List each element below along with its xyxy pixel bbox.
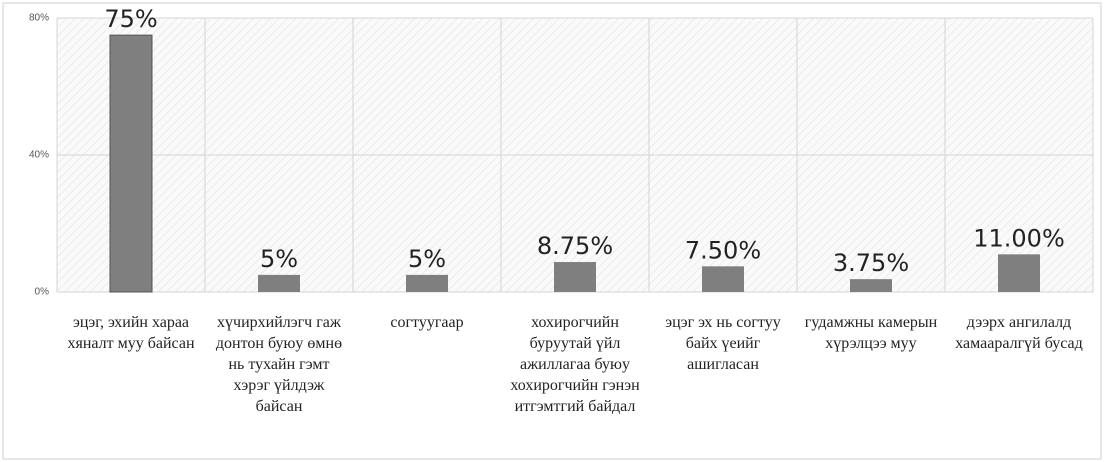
bar xyxy=(850,279,892,292)
value-label: 75% xyxy=(104,5,157,33)
value-label: 5% xyxy=(260,245,298,273)
bar xyxy=(406,274,448,292)
value-label: 7.50% xyxy=(685,236,761,264)
x-tick-label: дээрх ангилалд хамааралгүй бусад xyxy=(955,314,1083,352)
x-tick-label: хохирогчийн буруутай үйл ажиллагаа буюу … xyxy=(510,314,640,415)
value-label: 5% xyxy=(408,245,446,273)
y-tick-label: 40% xyxy=(29,150,49,161)
x-tick-label: эцэг, эхийн хараа хяналт муу байсан xyxy=(67,314,195,352)
value-label: 8.75% xyxy=(537,232,613,260)
bar xyxy=(702,266,744,292)
bar xyxy=(258,274,300,292)
bar xyxy=(998,254,1040,292)
y-tick-label: 0% xyxy=(35,287,50,298)
x-tick-label: эцэг эх нь согтуу байх үеийг ашигласан xyxy=(665,314,781,373)
bar xyxy=(554,262,596,292)
x-tick-label: хүчирхийлэгч гаж донтон буюу өмнө нь тух… xyxy=(215,314,343,415)
x-tick-label: гудамжны камерын хүрэлцээ муу xyxy=(804,314,938,352)
y-tick-label: 80% xyxy=(29,13,49,24)
x-tick-label: согтуугаар xyxy=(390,314,464,331)
value-label: 3.75% xyxy=(833,249,909,277)
bar xyxy=(109,34,153,293)
value-label: 11.00% xyxy=(973,224,1065,252)
